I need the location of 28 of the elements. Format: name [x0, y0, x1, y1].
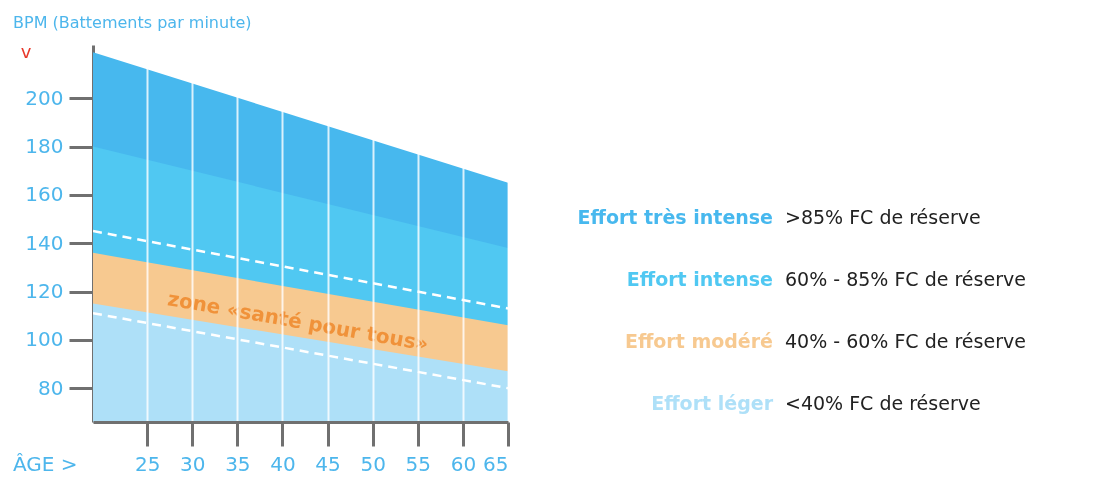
text: Effort intense [626, 268, 773, 290]
text: >85% FC de réserve [785, 206, 981, 228]
x-axis-title: ÂGE > [13, 452, 78, 476]
text: Effort modéré [624, 330, 773, 352]
y-tick-label: 80 [38, 375, 64, 400]
x-tick-label: 35 [225, 451, 251, 476]
text: Effort très intense [577, 206, 773, 228]
annotation: zone «santé pour tous» [165, 286, 431, 356]
y-tick-label: 160 [25, 182, 64, 207]
x-tick-label: 60 [450, 451, 477, 476]
y-tick-label: 100 [25, 327, 64, 352]
text: 60% - 85% FC de réserve [785, 268, 1026, 290]
text: v [20, 41, 32, 62]
x-tick-label: 45 [315, 451, 341, 476]
y-axis-title: BPM (Battements par minute) [13, 13, 252, 32]
x-tick-label: 40 [270, 451, 296, 476]
y-tick-label: 120 [25, 279, 64, 303]
x-tick-label: 55 [405, 451, 432, 476]
text: Effort léger [651, 392, 774, 414]
text: 40% - 60% FC de réserve [785, 330, 1026, 352]
y-tick-label: 200 [25, 85, 64, 110]
x-tick-label: 25 [134, 451, 161, 476]
x-tick-label: 50 [360, 451, 386, 476]
x-tick-label: 30 [180, 451, 206, 476]
y-tick-label: 140 [25, 230, 64, 255]
x-tick-label: 65 [483, 451, 509, 476]
y-tick-label: 180 [25, 134, 64, 158]
text: <40% FC de réserve [785, 392, 981, 414]
